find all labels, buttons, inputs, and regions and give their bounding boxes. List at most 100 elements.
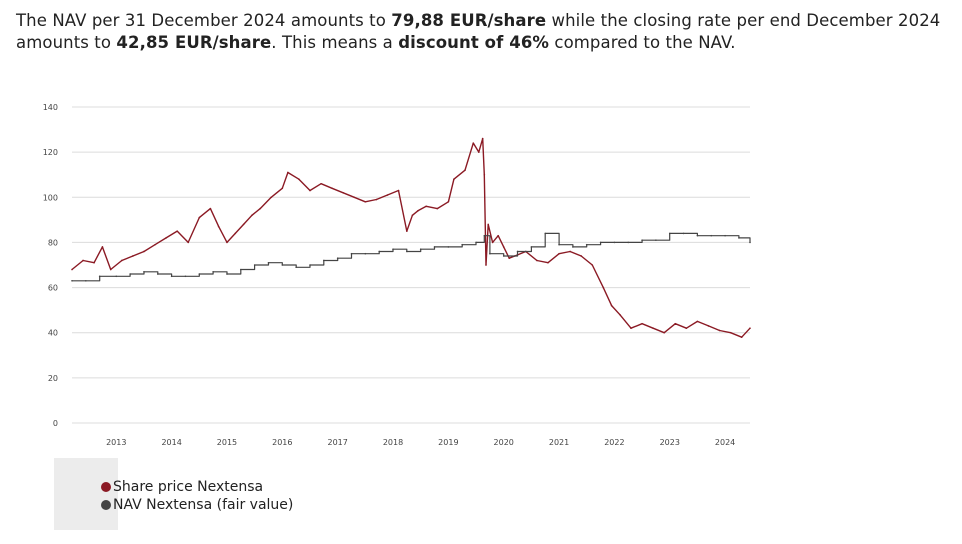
share-price-point-0 <box>71 268 73 271</box>
nav-point-38 <box>585 243 588 246</box>
nav-point-35 <box>544 232 547 235</box>
share-price-point-71 <box>729 331 732 334</box>
share-price-point-14 <box>217 225 220 228</box>
legend-label-share-price: Share price Nextensa <box>113 479 264 495</box>
series-line-nav <box>72 232 751 282</box>
legend-marker-nav <box>101 500 111 510</box>
share-price-point-59 <box>602 286 605 289</box>
share-price-point-34 <box>411 214 414 217</box>
share-price-point-37 <box>436 207 439 210</box>
nav-point-37 <box>572 246 574 248</box>
nav-point-23 <box>392 248 394 250</box>
nav-point-11 <box>226 273 228 275</box>
legend: Share price Nextensa NAV Nextensa (fair … <box>101 478 293 514</box>
share-price-point-25 <box>320 182 322 185</box>
nav-point-50 <box>749 241 751 244</box>
x-tick-label-2022: 2022 <box>604 438 624 447</box>
nav-point-21 <box>364 252 367 255</box>
share-price-point-26 <box>331 187 333 190</box>
share-price-point-16 <box>234 232 237 235</box>
share-price-point-21 <box>281 187 284 190</box>
nav-point-40 <box>613 241 616 244</box>
nav-value: 79,88 EUR/share <box>391 11 547 30</box>
nav-point-10 <box>212 270 214 273</box>
share-price-point-7 <box>143 250 145 253</box>
nav-point-47 <box>710 234 713 237</box>
share-price-point-1 <box>82 259 84 262</box>
share-price-point-33 <box>406 230 408 232</box>
x-tick-label-2020: 2020 <box>494 438 514 447</box>
legend-label-nav: NAV Nextensa (fair value) <box>113 497 294 513</box>
share-price-point-24 <box>309 189 311 192</box>
discount-value: discount of 46% <box>398 33 550 52</box>
nav-point-31 <box>489 252 491 255</box>
nav-point-1 <box>85 280 87 282</box>
share-price-point-63 <box>641 322 643 325</box>
nav-point-32 <box>502 255 505 257</box>
share-price-point-32 <box>397 189 400 192</box>
nav-point-2 <box>98 275 101 278</box>
share-price-point-60 <box>610 304 613 307</box>
share-price-point-2 <box>93 261 95 264</box>
share-price-point-27 <box>342 191 345 194</box>
nav-point-25 <box>419 248 422 250</box>
share-price-point-12 <box>198 216 201 219</box>
nav-point-14 <box>267 261 270 264</box>
share-price-point-47 <box>491 241 494 244</box>
share-price-point-10 <box>176 230 178 232</box>
x-tick-label-2016: 2016 <box>272 438 292 447</box>
nav-point-5 <box>143 270 145 273</box>
nav-point-13 <box>253 264 256 266</box>
nav-point-20 <box>350 252 353 255</box>
nav-point-24 <box>406 250 408 253</box>
share-price-point-54 <box>547 261 549 264</box>
nav-point-36 <box>558 243 560 246</box>
share-price-point-17 <box>242 223 245 226</box>
share-price-point-67 <box>685 327 688 330</box>
share-price-point-43 <box>481 137 484 140</box>
share-price-point-68 <box>696 320 699 323</box>
y-tick-label-100: 100 <box>43 193 58 202</box>
y-tick-label-0: 0 <box>53 419 58 428</box>
share-price-point-35 <box>417 210 419 212</box>
y-tick-label-40: 40 <box>48 329 58 338</box>
nav-point-45 <box>682 232 685 235</box>
nav-point-39 <box>599 241 602 244</box>
nav-point-3 <box>115 275 118 278</box>
share-price-point-49 <box>502 246 505 248</box>
share-price-point-70 <box>718 329 721 332</box>
share-price-point-22 <box>287 171 289 174</box>
share-price-point-8 <box>154 243 156 246</box>
nav-point-48 <box>724 234 726 237</box>
nav-point-4 <box>129 273 131 275</box>
x-tick-label-2019: 2019 <box>438 438 458 447</box>
intro-paragraph: The NAV per 31 December 2024 amounts to … <box>16 10 951 54</box>
intro-text-1: The NAV per 31 December 2024 amounts to <box>16 11 392 30</box>
share-price-point-45 <box>485 264 487 266</box>
nav-point-9 <box>198 273 201 275</box>
share-price-point-11 <box>187 241 190 244</box>
nav-point-18 <box>323 259 325 262</box>
share-price-point-73 <box>749 327 751 330</box>
nav-point-49 <box>738 237 740 239</box>
x-tick-label-2017: 2017 <box>327 438 347 447</box>
nav-point-34 <box>530 246 533 248</box>
y-tick-label-80: 80 <box>48 238 58 247</box>
x-tick-label-2014: 2014 <box>161 438 181 447</box>
nav-point-16 <box>295 266 297 269</box>
nav-point-17 <box>309 264 311 266</box>
nav-point-15 <box>281 264 284 266</box>
closing-rate-value: 42,85 EUR/share <box>116 33 272 52</box>
nav-point-43 <box>655 239 657 241</box>
nav-point-33 <box>516 250 519 253</box>
share-price-point-44 <box>483 173 486 176</box>
share-price-point-64 <box>652 327 654 330</box>
share-price-point-29 <box>364 201 367 203</box>
share-price-point-23 <box>298 178 300 181</box>
nav-point-22 <box>378 250 380 253</box>
share-price-point-28 <box>353 196 356 199</box>
share-price-point-69 <box>707 325 710 327</box>
nav-point-8 <box>184 275 187 278</box>
nav-point-26 <box>433 246 436 248</box>
